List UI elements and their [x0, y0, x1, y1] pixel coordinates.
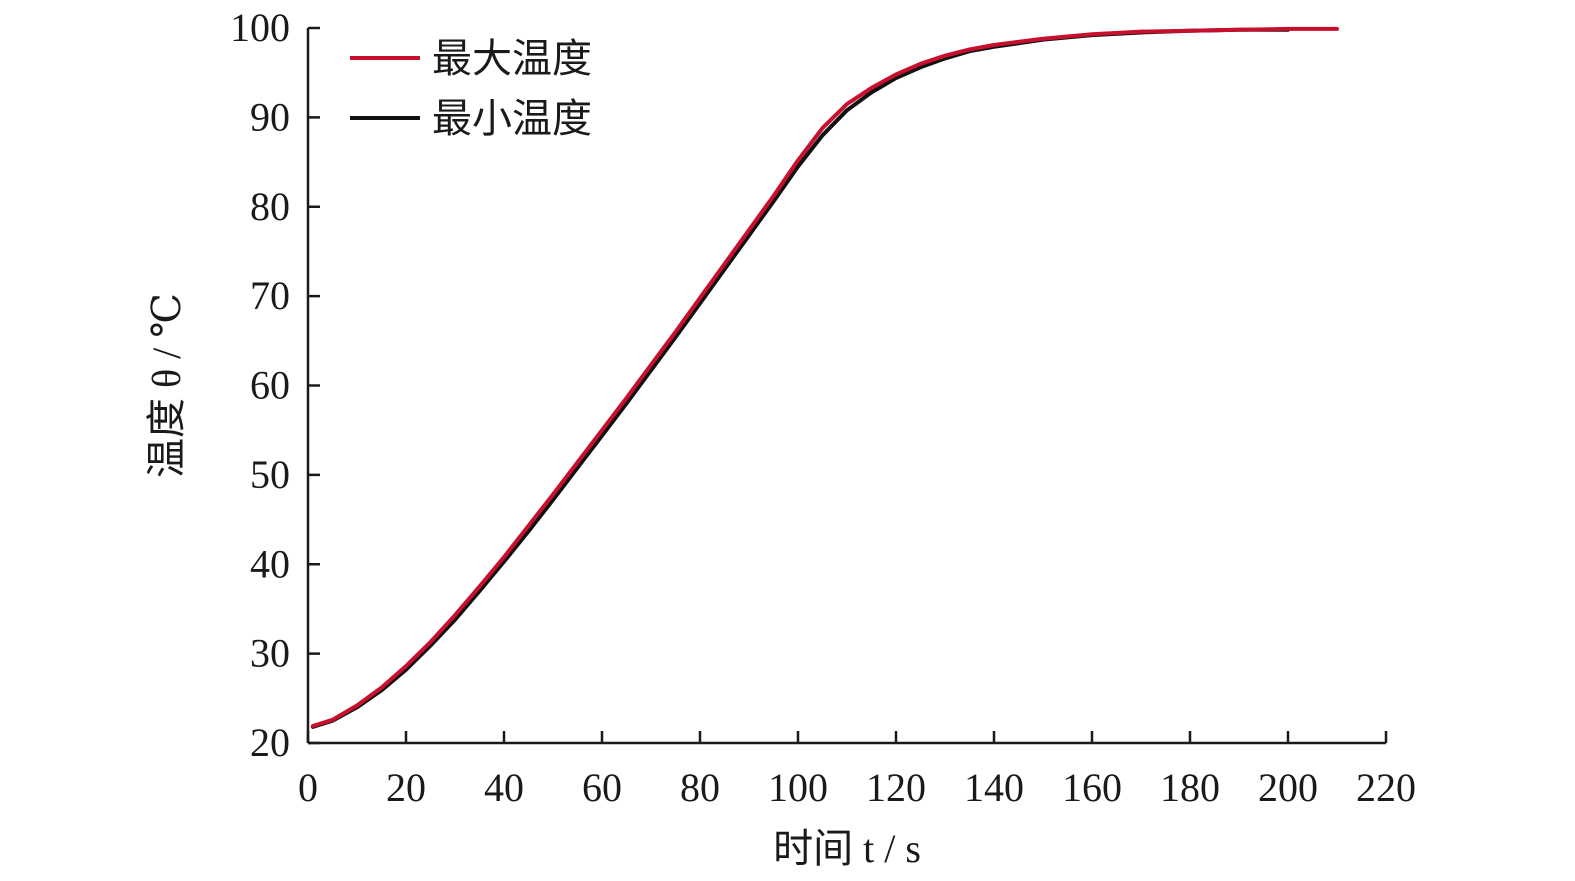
x-tick-label-9: 180	[1160, 765, 1220, 810]
legend-label-0: 最大温度	[432, 36, 592, 81]
y-tick-label-2: 40	[250, 541, 290, 586]
x-tick-label-11: 220	[1356, 765, 1416, 810]
series-line-0	[310, 26, 1339, 728]
x-tick-label-8: 160	[1062, 765, 1122, 810]
y-tick-label-6: 80	[250, 184, 290, 229]
y-tick-label-1: 30	[250, 631, 290, 676]
x-tick-label-2: 40	[484, 765, 524, 810]
y-tick-label-8: 100	[230, 5, 290, 50]
tick-labels: 0 20 40 60 80 100 120 140 160 180 200 2202030405060…	[230, 5, 1416, 810]
x-axis-title: 时间 t / s	[773, 826, 921, 871]
ticks	[306, 26, 1388, 745]
legend-label-1: 最小温度	[432, 96, 592, 141]
x-tick-label-6: 120	[866, 765, 926, 810]
y-tick-label-7: 90	[250, 94, 290, 139]
x-tick-label-5: 100	[768, 765, 828, 810]
y-tick-label-0: 20	[250, 720, 290, 765]
x-tick-label-3: 60	[582, 765, 622, 810]
x-tick-label-4: 80	[680, 765, 720, 810]
y-tick-label-4: 60	[250, 363, 290, 408]
x-tick-label-10: 200	[1258, 765, 1318, 810]
y-axis-title: 温度 θ / ℃	[144, 293, 189, 478]
x-tick-label-1: 20	[386, 765, 426, 810]
y-tick-label-3: 50	[250, 452, 290, 497]
series-lines	[310, 26, 1339, 729]
y-tick-label-5: 70	[250, 273, 290, 318]
x-tick-label-7: 140	[964, 765, 1024, 810]
x-tick-label-0: 0	[298, 765, 318, 810]
